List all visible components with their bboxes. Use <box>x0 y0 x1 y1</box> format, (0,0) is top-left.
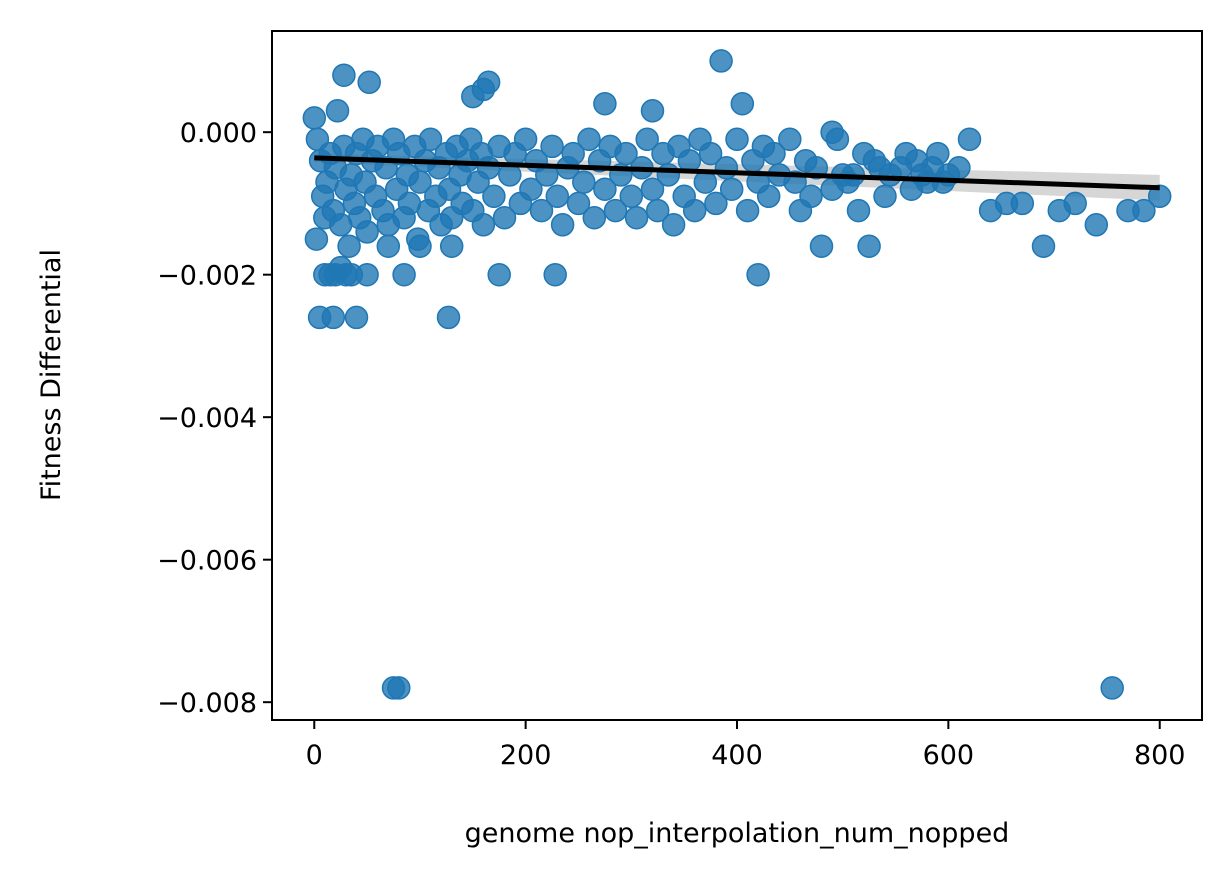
data-point <box>572 170 596 194</box>
data-point <box>719 177 744 201</box>
data-point <box>392 262 416 287</box>
data-point <box>725 127 749 152</box>
y-tick-label: −0.002 <box>157 261 257 292</box>
data-point <box>656 163 681 187</box>
y-tick-label: 0.000 <box>180 118 257 149</box>
data-point <box>529 198 554 223</box>
data-point <box>321 305 346 330</box>
data-point <box>408 234 432 258</box>
data-point <box>492 205 517 230</box>
x-tick-label: 0 <box>306 740 323 771</box>
data-point <box>418 127 443 152</box>
data-point <box>698 141 723 166</box>
data-point <box>730 91 755 116</box>
data-point <box>519 177 543 201</box>
x-tick-label: 400 <box>711 740 763 771</box>
data-point <box>593 91 617 116</box>
data-point <box>735 198 760 223</box>
data-points <box>302 49 1172 700</box>
data-point <box>957 127 982 152</box>
data-point <box>482 184 506 209</box>
y-tick-label: −0.006 <box>157 546 257 577</box>
data-point <box>709 49 733 73</box>
y-axis-title: Fitness Differential <box>36 249 67 501</box>
y-tick-label: −0.008 <box>157 688 257 719</box>
data-point <box>746 262 770 287</box>
data-point <box>550 213 575 237</box>
x-tick-label: 200 <box>500 740 552 771</box>
data-point <box>714 156 739 180</box>
data-point <box>704 191 728 216</box>
data-point <box>355 220 379 244</box>
data-point <box>603 198 628 223</box>
x-tick-label: 800 <box>1134 740 1186 771</box>
data-point <box>947 156 971 180</box>
data-point <box>332 63 356 87</box>
y-tick-label: −0.004 <box>157 403 257 434</box>
data-point <box>1084 213 1109 237</box>
data-point <box>846 198 871 223</box>
data-point <box>756 184 781 209</box>
data-point <box>661 213 686 237</box>
data-point <box>325 99 350 123</box>
data-point <box>582 205 607 230</box>
data-point <box>436 305 461 330</box>
data-point <box>1063 191 1087 216</box>
data-point <box>635 127 659 152</box>
data-point <box>540 134 564 159</box>
data-point <box>809 234 834 258</box>
data-point <box>857 234 881 258</box>
x-tick-label: 600 <box>923 740 975 771</box>
data-point <box>778 127 802 152</box>
data-point <box>873 184 897 209</box>
data-point <box>682 198 707 223</box>
data-point <box>513 127 538 152</box>
regression-line <box>314 155 1160 191</box>
data-point <box>799 184 823 209</box>
data-point <box>926 141 950 166</box>
data-point <box>543 262 567 287</box>
data-point <box>545 184 570 209</box>
x-axis-title: genome nop_interpolation_num_nopped <box>465 818 1010 849</box>
data-point <box>1132 198 1156 223</box>
data-point <box>355 262 379 287</box>
data-point <box>614 141 638 166</box>
data-point <box>376 234 401 258</box>
data-point <box>471 213 496 237</box>
data-point <box>439 234 464 258</box>
data-point <box>337 234 361 258</box>
data-point <box>645 198 670 223</box>
data-point <box>476 70 501 95</box>
data-point <box>1100 676 1124 700</box>
data-point <box>302 106 327 130</box>
data-point <box>1031 234 1056 258</box>
data-point <box>577 127 601 152</box>
data-point <box>304 227 329 251</box>
data-point <box>487 262 511 287</box>
data-point <box>619 184 644 209</box>
y-axis-ticks: 0.000 −0.002 −0.004 −0.006 −0.008 <box>157 118 272 719</box>
data-point <box>344 305 369 330</box>
fit-line <box>314 155 1160 191</box>
data-point <box>476 156 501 180</box>
data-point <box>387 676 411 700</box>
data-point <box>820 120 844 144</box>
data-point <box>640 99 665 123</box>
data-point <box>624 205 649 230</box>
data-point <box>593 177 617 201</box>
x-axis-ticks: 0 200 400 600 800 <box>306 720 1186 771</box>
data-point <box>1010 191 1035 216</box>
data-point <box>357 70 381 95</box>
